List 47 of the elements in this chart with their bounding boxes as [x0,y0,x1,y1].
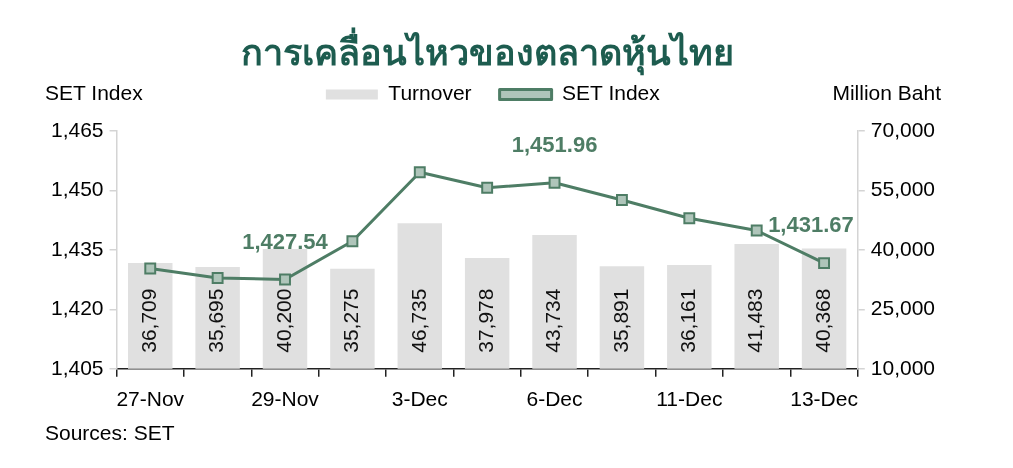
data-label: 40,200 [271,288,295,353]
data-label: 1,431.67 [768,212,854,238]
chart-title: การเคลื่อนไหวของตลาดหุ้นไทย [240,27,734,77]
point [279,273,291,286]
y-tick-label: 1,420 [50,296,104,320]
y-tick-label: 1,435 [50,236,104,260]
y2-axis-title: Million Baht [832,81,942,105]
point [211,272,224,284]
point [615,194,628,206]
y2-tick-label: 40,000 [870,236,935,260]
x-tick-label: 13-Dec [790,387,858,411]
y-tick-label: 1,465 [50,117,104,141]
data-label: 36,709 [137,288,161,353]
data-label: 1,451.96 [511,131,598,157]
data-label: 35,891 [608,288,632,353]
point [750,224,763,237]
legend-label: SET Index [562,81,661,105]
y-tick-label: 1,450 [50,177,104,201]
point [481,181,494,194]
x-tick-label: 11-Dec [656,387,723,411]
y2-tick-label: 70,000 [870,117,935,141]
y-axis-title: SET Index [45,81,144,105]
y-tick-label: 1,405 [50,355,104,379]
legend-label: Turnover [388,81,472,105]
x-tick-label: 6-Dec [526,387,583,411]
x-tick-label: 3-Dec [391,387,448,411]
point [548,176,561,189]
y2-tick-label: 25,000 [870,296,935,320]
x-tick-label: 27-Nov [116,387,185,411]
y2-tick-label: 55,000 [870,177,935,201]
point [144,262,157,275]
source-note: Sources: SET [45,421,175,444]
point [683,212,696,225]
data-label: 46,735 [406,288,430,353]
point [413,166,426,179]
point [818,257,831,270]
data-label: 35,275 [339,288,363,353]
data-label: 43,734 [541,288,565,353]
point [346,235,359,248]
data-label: 37,978 [473,288,497,353]
data-label: 36,161 [676,288,700,353]
data-label: 1,427.54 [242,228,329,254]
data-label: 35,695 [204,288,228,353]
data-label: 41,483 [743,288,767,353]
y2-tick-label: 10,000 [870,355,935,379]
data-label: 40,368 [810,288,834,353]
x-tick-label: 29-Nov [251,387,320,411]
